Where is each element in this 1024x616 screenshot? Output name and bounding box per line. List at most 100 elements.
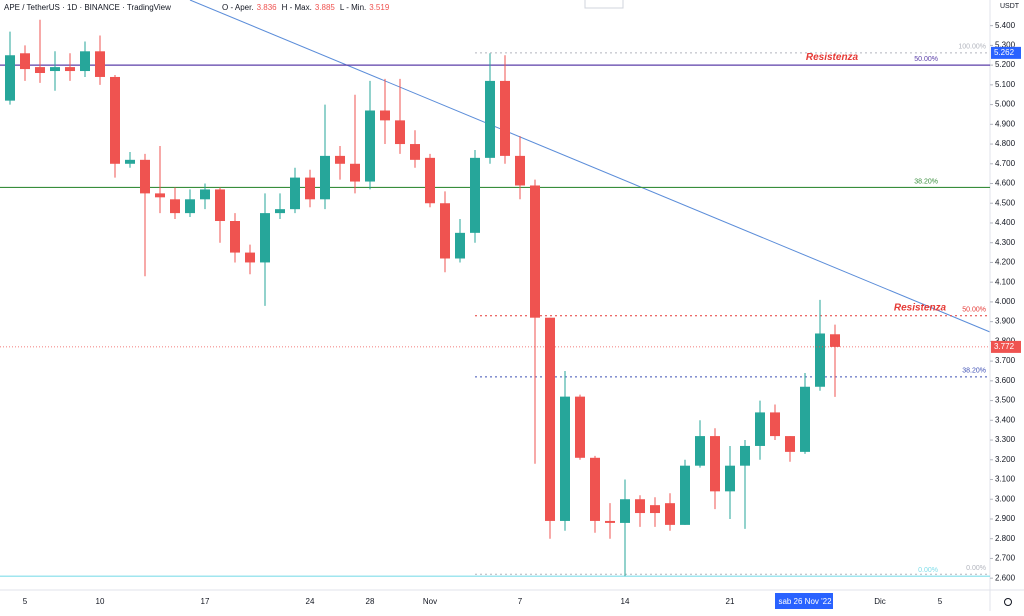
y-tick-label: 3.400 — [995, 415, 1016, 424]
candle-body — [155, 193, 165, 198]
candle-body — [440, 203, 450, 259]
candle-body — [140, 159, 150, 194]
y-tick-label: 3.900 — [995, 317, 1016, 326]
candle-body — [170, 199, 180, 214]
y-tick-label: 4.400 — [995, 218, 1016, 227]
level-label: 100.00% — [958, 44, 986, 51]
candle-body — [320, 155, 330, 200]
level-label: 38.20% — [914, 178, 938, 185]
trend-line — [189, 0, 991, 333]
candle-body — [710, 436, 720, 492]
candle-body — [455, 232, 465, 259]
candle-body — [185, 199, 195, 214]
candle-body — [695, 436, 705, 466]
y-tick-label: 4.700 — [995, 159, 1016, 168]
y-tick-label: 4.600 — [995, 179, 1016, 188]
candle-body — [635, 499, 645, 514]
candle-body — [770, 412, 780, 437]
candle-body — [650, 505, 660, 514]
price-box-label: 5.262 — [994, 48, 1015, 57]
y-tick-label: 4.000 — [995, 297, 1016, 306]
y-tick-label: 2.600 — [995, 573, 1016, 582]
candle-body — [800, 386, 810, 452]
y-tick-label: 2.700 — [995, 554, 1016, 563]
candle-body — [215, 189, 225, 222]
settings-icon[interactable] — [1004, 598, 1012, 606]
plot-area — [0, 19, 990, 577]
x-tick-label: Dic — [874, 597, 886, 606]
y-tick-label: 4.900 — [995, 119, 1016, 128]
candle-body — [500, 80, 510, 156]
y-tick-label: 2.900 — [995, 514, 1016, 523]
y-tick-label: 4.500 — [995, 198, 1016, 207]
y-tick-label: 4.800 — [995, 139, 1016, 148]
candle-body — [245, 252, 255, 263]
level-label: 50.00% — [914, 56, 938, 63]
y-tick-label: 5.400 — [995, 21, 1016, 30]
candle-body — [590, 457, 600, 521]
x-tick-label: 28 — [366, 597, 375, 606]
candle-body — [515, 155, 525, 186]
candle-body — [5, 55, 15, 101]
candle-body — [50, 67, 60, 72]
candle-body — [365, 110, 375, 182]
y-tick-label: 4.200 — [995, 258, 1016, 267]
x-tick-label: 10 — [96, 597, 105, 606]
candle-body — [230, 221, 240, 253]
crosshair-date-box — [775, 593, 833, 609]
axis-unit: USDT — [1000, 3, 1020, 10]
x-tick-label: sab 26 Nov '22 — [778, 597, 832, 606]
candle-body — [275, 209, 285, 214]
x-tick-label: Nov — [423, 597, 437, 606]
candle-body — [35, 67, 45, 74]
level-label: 0.00% — [966, 565, 986, 572]
level-label: 0.00% — [918, 567, 938, 574]
candle-body — [65, 67, 75, 72]
candle-body — [110, 76, 120, 164]
candle-body — [560, 396, 570, 521]
candle-body — [125, 159, 135, 164]
price-box-label: 3.772 — [994, 342, 1015, 351]
candle-body — [620, 499, 630, 523]
ohlc-label: L - Min. — [340, 3, 366, 12]
candle-body — [80, 51, 90, 72]
ohlc-value: 3.836 — [257, 3, 278, 12]
x-tick-label: 24 — [306, 597, 315, 606]
x-tick-label: 5 — [23, 597, 28, 606]
price-box — [991, 340, 1021, 353]
chart-title: APE / TetherUS · 1D · BINANCE · TradingV… — [4, 3, 171, 12]
candle-body — [740, 445, 750, 466]
y-tick-label: 2.800 — [995, 534, 1016, 543]
candle-body — [395, 120, 405, 145]
x-tick-label: 17 — [201, 597, 210, 606]
candle-body — [200, 189, 210, 200]
candle-body — [815, 333, 825, 387]
y-tick-label: 5.000 — [995, 100, 1016, 109]
candle-body — [350, 163, 360, 182]
y-tick-label: 3.700 — [995, 356, 1016, 365]
y-tick-label: 3.300 — [995, 435, 1016, 444]
annotation: Resistenza — [894, 302, 947, 313]
candle-body — [530, 185, 540, 318]
candle-body — [545, 317, 555, 521]
y-tick-label: 4.300 — [995, 238, 1016, 247]
candle-body — [20, 53, 30, 70]
candle-body — [470, 157, 480, 233]
ohlc-value: 3.519 — [369, 3, 390, 12]
y-tick-label: 4.100 — [995, 277, 1016, 286]
y-tick-label: 5.200 — [995, 60, 1016, 69]
y-tick-label: 5.100 — [995, 80, 1016, 89]
candle-body — [680, 465, 690, 525]
annotation: Resistenza — [806, 52, 859, 63]
candle-body — [95, 51, 105, 77]
ohlc-label: H - Max. — [282, 3, 312, 12]
candle-body — [725, 465, 735, 492]
candle-body — [575, 396, 585, 458]
y-tick-label: 5.300 — [995, 40, 1016, 49]
toolbar-box[interactable] — [584, 0, 624, 9]
candle-body — [410, 144, 420, 160]
y-tick-label: 3.100 — [995, 475, 1016, 484]
candle-body — [290, 177, 300, 210]
